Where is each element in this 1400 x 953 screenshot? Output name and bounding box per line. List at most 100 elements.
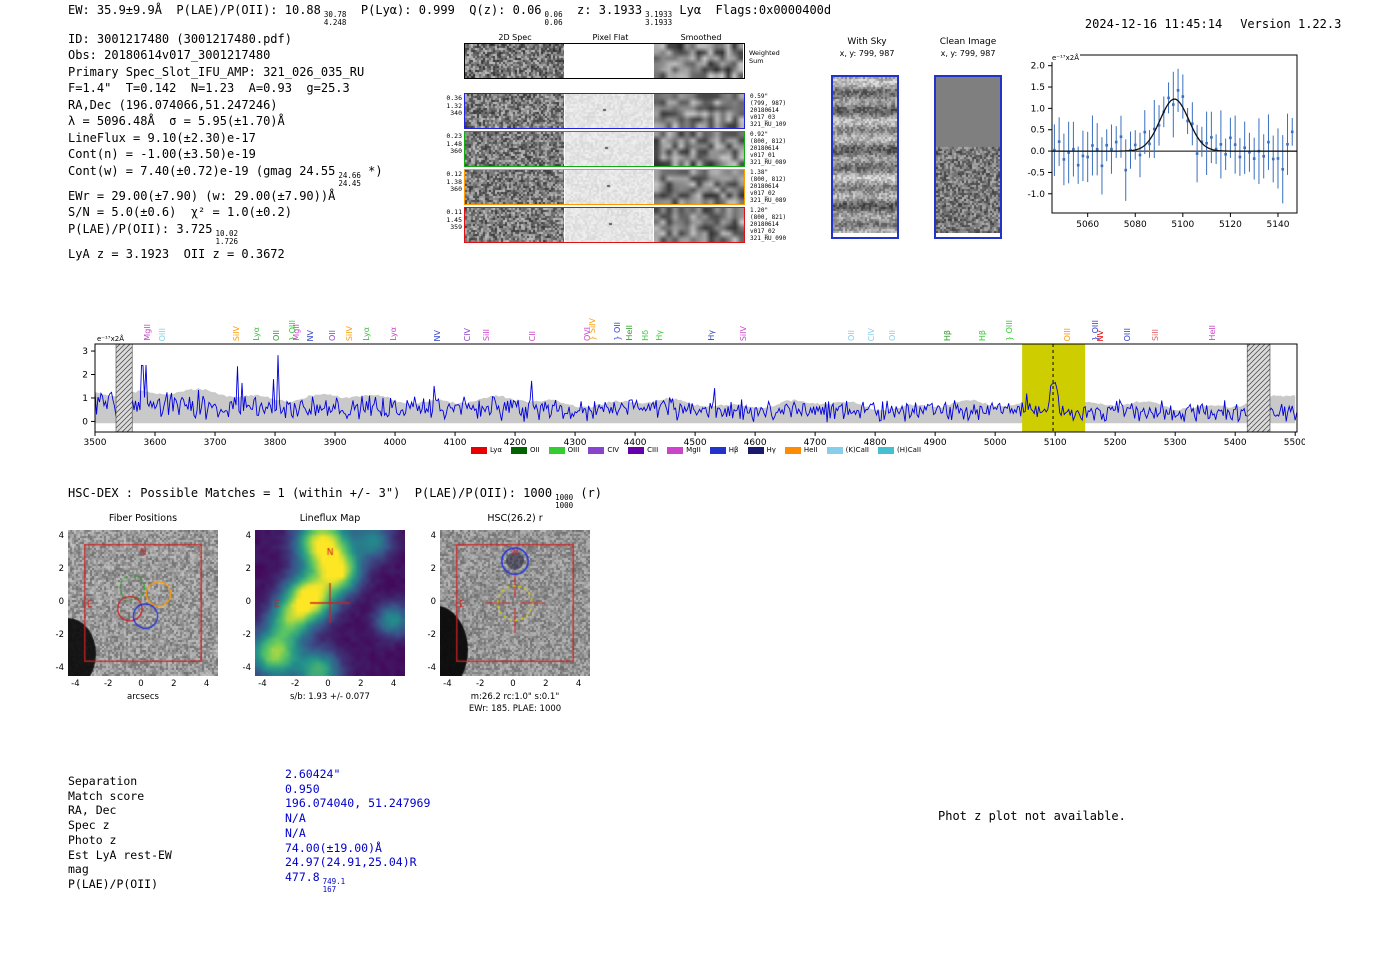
cutout-xtick: 4	[203, 679, 210, 689]
legend-swatch	[548, 446, 565, 454]
photz-note: Phot z plot not available.	[938, 809, 1126, 823]
header-meta: 2024-12-16 11:45:14 Version 1.22.3	[1056, 3, 1341, 45]
line-fit-zoom-plot: 5060 5080 5100 5120 5140 2.0 1.5 1.0 0.5 0.0 -0.5 -…	[1027, 54, 1298, 230]
cutout-ytick: -2	[55, 629, 64, 640]
cutout-xtick: 2	[171, 679, 177, 689]
text-segment: Cont(n) = -1.00(±3.50)e-19	[68, 147, 256, 162]
spectral-line-label: OII	[271, 329, 281, 341]
legend-label: (K)CaII	[845, 446, 869, 454]
info-line: λ = 5096.48Å σ = 5.95(±1.70)Å	[68, 113, 383, 129]
svg-text:4900: 4900	[924, 438, 947, 448]
info-line: Cont(n) = -1.00(±3.50)e-19	[68, 146, 383, 162]
spectral-line-label: Hδ	[640, 330, 650, 341]
legend-item: (K)CaII	[826, 446, 869, 454]
cutout-xtick: 2	[358, 679, 364, 689]
header-stats: EW: 35.9±9.9Å P(LAE)/P(OII): 10.88 30.78 4…	[68, 3, 831, 27]
cutout-ytick: 2	[430, 564, 436, 575]
text-segment: P(LAE)/P(OII): 3.725	[68, 221, 213, 236]
weighted-2dspec-image	[465, 44, 564, 78]
cutout-ytick: -4	[427, 662, 436, 673]
fraction-top: 0.06	[544, 10, 563, 19]
cutout-xtick: -2	[103, 679, 113, 689]
version-label: Version 1.22.3	[1240, 17, 1342, 31]
svg-text:1.5: 1.5	[1031, 83, 1045, 93]
text-segment: λ = 5096.48Å σ = 5.95(±1.70)Å	[68, 114, 285, 129]
text-segment: 2.60424"	[285, 767, 341, 781]
svg-text:5100: 5100	[1044, 438, 1067, 448]
spectral-line-label: CIV	[463, 327, 473, 341]
match-row-value: 0.950	[285, 782, 430, 797]
cutout-image-2	[255, 530, 405, 676]
meta-line: 0.92"	[750, 131, 769, 138]
text-segment: 0.950	[285, 781, 320, 796]
spec2d-row-stats: 0.11 1.45 359	[438, 208, 462, 232]
match-row-label: Spec z	[68, 818, 110, 833]
row-2dspec-image	[465, 170, 564, 204]
spec2d-row-stats: 0.12 1.38 360	[438, 170, 462, 194]
info-line: Obs: 20180614v017_3001217480	[68, 47, 383, 63]
meta-line: 0.59"	[750, 93, 769, 100]
fraction-top: 24.66	[338, 170, 361, 180]
svg-text:4100: 4100	[444, 438, 467, 448]
hsc-match-header: HSC-DEX : Possible Matches = 1 (within +…	[68, 486, 602, 510]
fraction-top: 3.1933	[645, 10, 673, 19]
spectral-line-label: OIII	[1063, 327, 1073, 341]
spec2d-row-stats: 0.36 1.32 340	[438, 94, 462, 118]
spec2d-row-meta: 1.38" (800, 812) 20180614 v017_02 321_RU_089	[750, 169, 786, 205]
cutout-xtick: -4	[71, 679, 80, 689]
stacked-fraction: 3.1933 3.1933	[645, 10, 673, 28]
cutout-ytick: 4	[245, 531, 251, 542]
legend-swatch	[667, 446, 684, 454]
legend-label: MgII	[686, 446, 701, 454]
stat-value: 360	[450, 185, 462, 194]
spectral-line-label: Hγ	[655, 330, 665, 341]
text-segment: Obs: 20180614v017_3001217480	[68, 48, 271, 63]
row-pixelflat-image	[565, 132, 653, 166]
fraction-bottom: 3.1933	[645, 18, 673, 28]
cutout-xtick: -2	[475, 679, 485, 689]
spectral-line-label: OIII	[1123, 327, 1133, 341]
cutout-ytick: -2	[427, 629, 436, 640]
spectral-line-label: NV	[433, 329, 443, 341]
legend-item: OIII	[548, 446, 579, 454]
spectral-line-label: SiII	[481, 328, 491, 341]
row-pixelflat-image	[565, 208, 653, 242]
cutout-xlabel2: EWr: 185. PLAE: 1000	[468, 704, 562, 714]
svg-text:3500: 3500	[84, 438, 107, 448]
legend-swatch	[510, 446, 527, 454]
cutout-xtick: 4	[390, 679, 397, 689]
svg-text:2: 2	[82, 371, 88, 381]
spectral-line-label: Hγ	[706, 330, 716, 341]
cutout-xtick: -4	[443, 679, 452, 689]
svg-text:5400: 5400	[1224, 438, 1247, 448]
svg-text:4400: 4400	[624, 438, 647, 448]
weighted-sum-strip	[464, 43, 745, 79]
meta-line: 1.20"	[750, 207, 769, 214]
spectral-line-label: OII	[328, 329, 338, 341]
stacked-fraction: 30.78 4.248	[324, 10, 347, 27]
clean-image-frame	[934, 75, 1002, 239]
spectral-line-label: SiIV	[232, 325, 242, 341]
legend-label: OII	[529, 446, 540, 454]
legend-label: (H)CaII	[896, 446, 922, 454]
cutout-ytick: 2	[245, 564, 251, 575]
text-segment: LineFlux = 9.10(±2.30)e-17	[68, 130, 256, 145]
info-line: ID: 3001217480 (3001217480.pdf)	[68, 31, 383, 47]
match-row-value: 196.074040, 51.247969	[285, 796, 430, 811]
match-row-label: Est LyA rest-EW	[68, 847, 172, 862]
text-segment: z: 3.1933	[562, 3, 643, 17]
legend-swatch	[709, 446, 726, 454]
cutout-xtick: 4	[575, 679, 582, 689]
spectrum-ylabel: e⁻¹⁷x2Å	[96, 335, 125, 343]
row-smoothed-image	[654, 132, 744, 166]
meta-line: 321_RU_090	[750, 234, 787, 242]
svg-text:4200: 4200	[504, 438, 527, 448]
row-smoothed-image	[654, 94, 744, 128]
svg-text:4000: 4000	[384, 438, 407, 448]
text-segment: Lyα Flags:0x0000400d	[672, 3, 832, 17]
svg-text:5080: 5080	[1124, 220, 1147, 230]
meta-line: v017_02	[750, 189, 776, 197]
stat-value: 0.36	[446, 94, 462, 102]
text-segment: 196.074040, 51.247969	[285, 796, 431, 811]
legend-swatch	[628, 446, 645, 454]
